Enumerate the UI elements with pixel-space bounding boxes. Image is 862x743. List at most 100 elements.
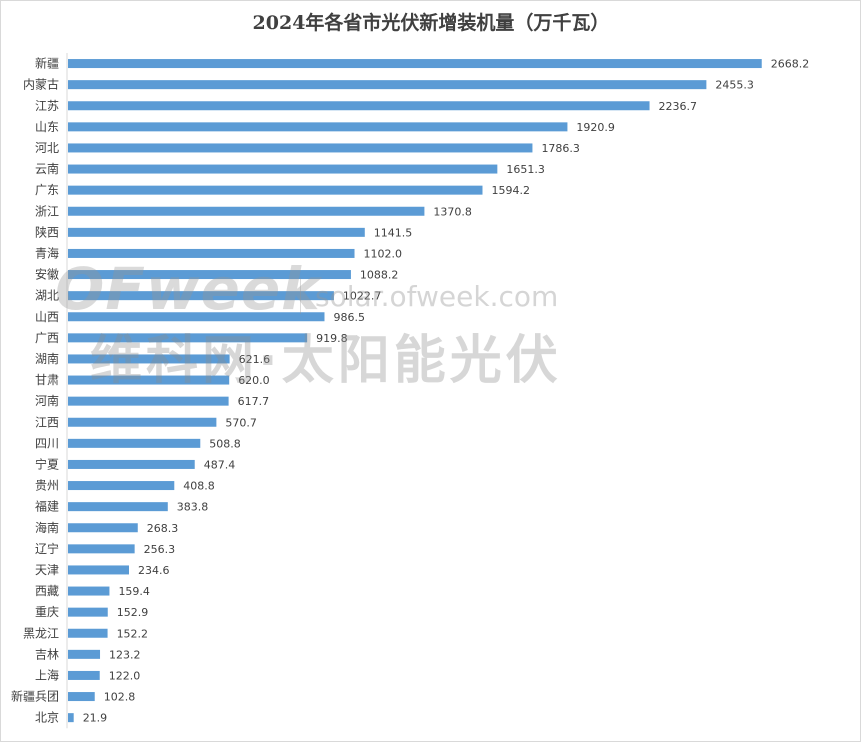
category-label: 青海 [35, 245, 59, 260]
bar [68, 586, 110, 596]
category-label: 贵州 [35, 479, 59, 493]
bar [68, 544, 135, 554]
value-label: 570.7 [225, 416, 257, 429]
bar [68, 502, 168, 512]
category-label: 上海 [35, 667, 59, 682]
bar [68, 459, 195, 469]
bar [68, 59, 762, 69]
bar [68, 101, 650, 111]
value-label: 383.8 [177, 501, 209, 514]
category-label: 重庆 [35, 605, 59, 619]
bar [68, 333, 308, 343]
bar [68, 670, 100, 680]
watermark-divider [300, 278, 301, 314]
value-label: 123.2 [109, 648, 141, 661]
value-label: 2668.2 [771, 58, 810, 71]
category-label: 湖南 [35, 351, 59, 366]
value-label: 1651.3 [506, 163, 545, 176]
bar [68, 375, 230, 385]
category-label: 河北 [35, 141, 59, 155]
category-label: 江西 [35, 415, 59, 429]
value-label: 508.8 [209, 437, 241, 450]
category-label: 宁夏 [35, 456, 59, 471]
category-label: 黑龙江 [23, 626, 59, 640]
value-label: 408.8 [183, 480, 215, 493]
category-label: 云南 [35, 161, 59, 176]
value-label: 268.3 [147, 522, 179, 535]
category-label: 新疆 [35, 56, 59, 71]
value-label: 159.4 [118, 585, 150, 598]
bar [68, 270, 351, 280]
bar [68, 523, 138, 533]
bar [68, 417, 217, 427]
value-label: 152.9 [117, 606, 149, 619]
bar [68, 396, 229, 406]
value-label: 1786.3 [541, 142, 580, 155]
bar [68, 80, 707, 90]
value-label: 21.9 [83, 712, 108, 725]
category-label: 安徽 [35, 267, 59, 282]
bar [68, 185, 483, 195]
category-label: 福建 [35, 499, 59, 514]
category-label: 辽宁 [35, 541, 59, 556]
bar [68, 227, 365, 237]
category-label: 天津 [35, 563, 59, 577]
bar [68, 565, 129, 575]
value-label: 102.8 [104, 691, 136, 704]
bar [68, 481, 175, 491]
value-label: 487.4 [204, 458, 236, 471]
category-label: 广西 [35, 331, 59, 345]
category-label: 广东 [35, 183, 59, 197]
bar [68, 354, 230, 364]
value-label: 1370.8 [433, 205, 472, 218]
bar [68, 248, 355, 258]
value-label: 617.7 [238, 395, 269, 408]
bar [68, 164, 498, 174]
category-label: 陕西 [35, 224, 59, 239]
value-label: 122.0 [109, 669, 141, 682]
bar [68, 312, 325, 322]
category-label: 河南 [35, 393, 59, 408]
category-label: 吉林 [35, 647, 59, 661]
bar [68, 628, 108, 638]
value-label: 234.6 [138, 564, 170, 577]
value-label: 2236.7 [659, 100, 698, 113]
value-label: 919.8 [316, 332, 348, 345]
value-label: 1088.2 [360, 269, 399, 282]
chart-title: 2024年各省市光伏新增装机量（万千瓦） [252, 12, 610, 34]
value-label: 2455.3 [715, 79, 754, 92]
value-label: 1141.5 [374, 226, 413, 239]
category-label: 甘肃 [35, 373, 59, 387]
value-label: 1920.9 [576, 121, 615, 134]
value-label: 986.5 [333, 311, 365, 324]
value-label: 621.6 [239, 353, 271, 366]
bar [68, 692, 95, 702]
bar [68, 649, 101, 659]
category-label: 新疆兵团 [11, 689, 59, 704]
category-label: 西藏 [35, 584, 59, 598]
bar [68, 713, 74, 723]
category-label: 浙江 [35, 204, 59, 218]
value-label: 1022.7 [343, 290, 382, 303]
bar [68, 291, 334, 301]
category-label: 北京 [35, 711, 59, 725]
category-label: 湖北 [35, 288, 59, 303]
category-label: 内蒙古 [23, 77, 59, 92]
value-label: 152.2 [117, 627, 148, 640]
category-label: 山西 [35, 310, 59, 324]
category-label: 山东 [35, 120, 59, 134]
bar [68, 607, 108, 617]
value-label: 1102.0 [364, 247, 403, 260]
category-label: 江苏 [35, 99, 59, 113]
category-label: 海南 [35, 520, 59, 535]
bar [68, 143, 533, 153]
category-label: 四川 [35, 436, 59, 450]
bar [68, 206, 425, 216]
bar [68, 122, 568, 132]
value-label: 620.0 [238, 374, 270, 387]
value-label: 256.3 [144, 543, 176, 556]
bar [68, 438, 201, 448]
value-label: 1594.2 [491, 184, 530, 197]
